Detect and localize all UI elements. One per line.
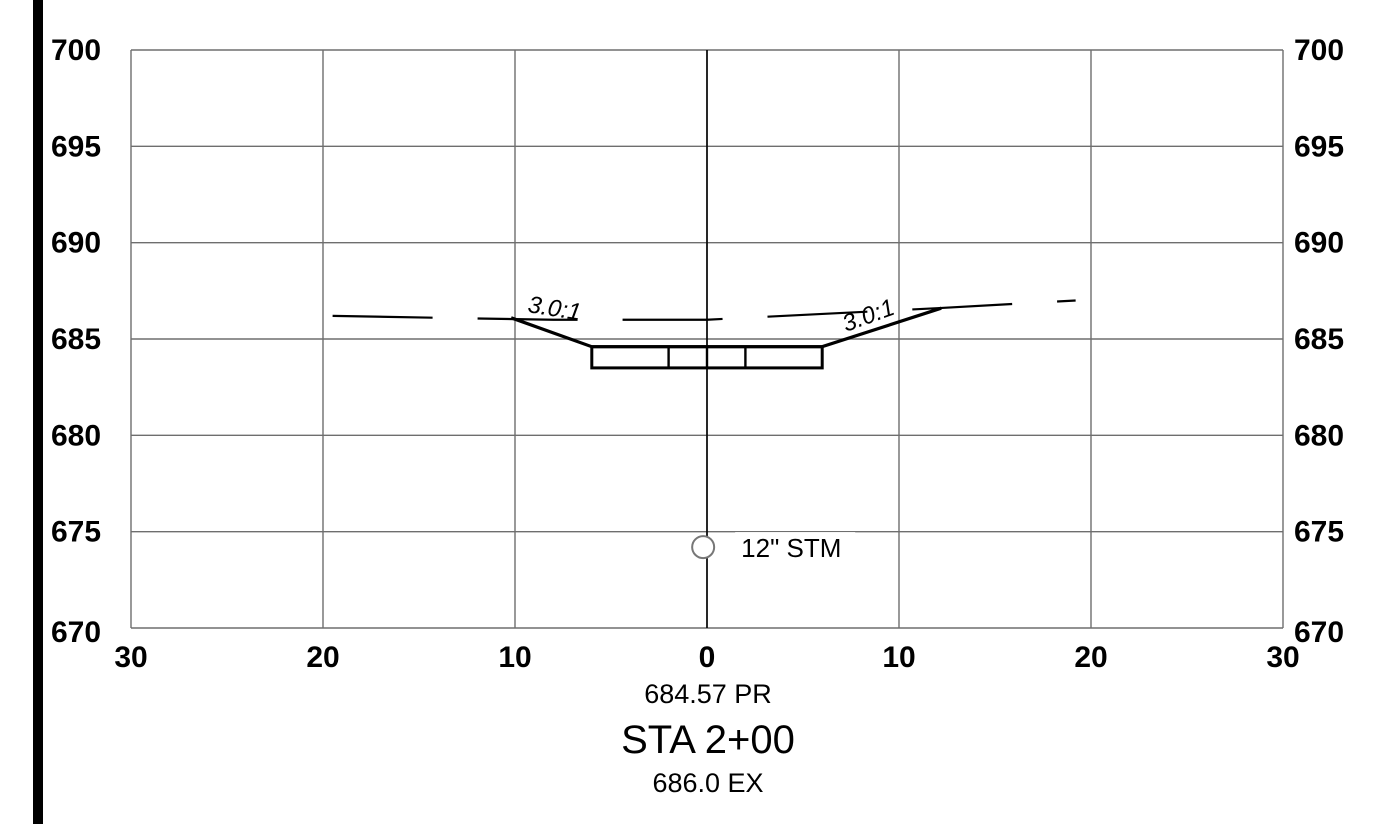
y-tick-label-right: 685 <box>1294 323 1344 356</box>
utility-label-mask <box>735 532 856 563</box>
y-tick-label-right: 700 <box>1294 34 1344 67</box>
x-tick-label: 20 <box>1074 641 1107 674</box>
y-tick-label-left: 685 <box>51 323 101 356</box>
storm-pipe-symbol <box>691 535 716 560</box>
y-tick-label-right: 680 <box>1294 419 1344 452</box>
y-tick-label-right: 695 <box>1294 130 1344 163</box>
y-tick-label-right: 670 <box>1294 616 1344 649</box>
y-tick-label-left: 690 <box>51 227 101 260</box>
utility-label: 12" STM <box>741 533 841 563</box>
existing-ground-line <box>332 299 1076 321</box>
x-tick-label: 10 <box>498 641 531 674</box>
y-tick-label-left: 675 <box>51 516 101 549</box>
x-tick-label: 30 <box>114 641 147 674</box>
x-tick-label: 30 <box>1266 641 1299 674</box>
pavement-box <box>590 345 824 370</box>
station-label: STA 2+00 <box>621 718 795 762</box>
y-axis-left-labels: 700 695 690 685 680 675 670 <box>51 34 101 649</box>
x-axis-labels: 30 20 10 0 10 20 30 <box>114 641 1299 674</box>
slope-label-left: 3.0:1 <box>526 291 583 326</box>
proposed-elevation-label: 684.57 PR <box>644 679 772 709</box>
x-tick-label: 0 <box>699 641 716 674</box>
y-tick-label-left: 670 <box>51 616 101 649</box>
y-tick-label-right: 690 <box>1294 227 1344 260</box>
x-tick-label: 10 <box>882 641 915 674</box>
y-tick-label-right: 675 <box>1294 516 1344 549</box>
sheet-border-bar <box>33 0 43 824</box>
x-tick-label: 20 <box>306 641 339 674</box>
y-axis-right-labels: 700 695 690 685 680 675 670 <box>1294 34 1344 649</box>
existing-elevation-label: 686.0 EX <box>652 768 763 798</box>
y-tick-label-left: 695 <box>51 130 101 163</box>
y-tick-label-left: 680 <box>51 419 101 452</box>
y-tick-label-left: 700 <box>51 34 101 67</box>
